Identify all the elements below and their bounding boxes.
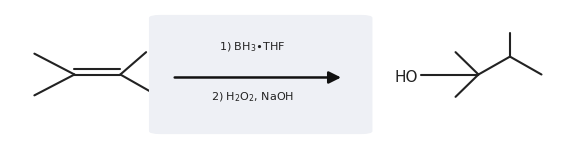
Text: 2) H$_2$O$_2$, NaOH: 2) H$_2$O$_2$, NaOH (211, 90, 293, 104)
Text: 1) BH$_3$$\bullet$THF: 1) BH$_3$$\bullet$THF (219, 41, 285, 55)
FancyBboxPatch shape (149, 15, 372, 134)
Text: HO: HO (395, 70, 418, 85)
